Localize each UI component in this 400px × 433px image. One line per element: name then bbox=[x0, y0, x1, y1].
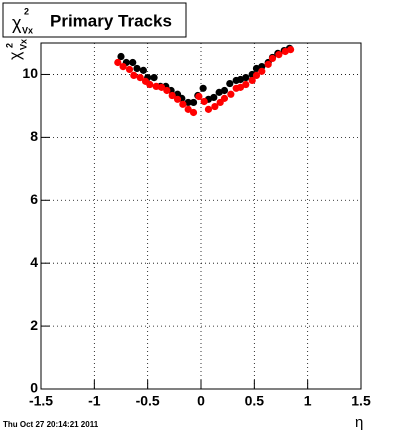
point bbox=[226, 79, 234, 88]
point bbox=[287, 46, 295, 54]
point bbox=[258, 67, 266, 75]
x-label: η bbox=[355, 414, 363, 431]
point bbox=[139, 66, 147, 74]
y-tick-label: 10 bbox=[22, 65, 38, 81]
point bbox=[264, 60, 272, 68]
x-tick-label: -1.5 bbox=[29, 393, 53, 409]
point bbox=[125, 65, 134, 74]
y-tick-label: 8 bbox=[30, 128, 38, 144]
point bbox=[204, 105, 213, 113]
y-label-sub: Vx bbox=[18, 39, 28, 50]
footer: Thu Oct 27 20:14:21 2011 bbox=[3, 420, 99, 429]
point bbox=[136, 74, 144, 82]
point bbox=[242, 74, 250, 82]
y-label-sup: 2 bbox=[4, 43, 14, 48]
point bbox=[242, 80, 250, 89]
title-sup: 2 bbox=[24, 6, 29, 16]
point bbox=[152, 82, 160, 91]
x-tick-label: 0.5 bbox=[245, 393, 265, 409]
point bbox=[157, 83, 166, 91]
point bbox=[275, 51, 283, 59]
point bbox=[168, 91, 176, 100]
point bbox=[163, 86, 171, 95]
title-sub: Vx bbox=[22, 25, 33, 35]
y-tick-label: 4 bbox=[30, 254, 38, 270]
point bbox=[200, 97, 208, 106]
point bbox=[130, 71, 138, 79]
y-tick-label: 6 bbox=[30, 191, 38, 207]
point bbox=[117, 52, 125, 61]
point bbox=[220, 94, 229, 102]
point bbox=[227, 90, 235, 98]
y-label-symbol: χ bbox=[7, 51, 24, 60]
point bbox=[199, 84, 207, 92]
x-tick-label: 0 bbox=[197, 393, 205, 409]
y-tick-label: 0 bbox=[30, 380, 38, 396]
point bbox=[184, 105, 192, 113]
point bbox=[210, 93, 218, 102]
point bbox=[268, 54, 277, 63]
title-box bbox=[2, 2, 187, 38]
point bbox=[129, 58, 137, 67]
point bbox=[189, 98, 198, 107]
point bbox=[114, 58, 122, 67]
point bbox=[179, 100, 187, 108]
x-tick-label: 1 bbox=[304, 393, 312, 409]
point bbox=[195, 92, 203, 101]
point bbox=[146, 80, 154, 89]
point bbox=[248, 76, 256, 85]
point bbox=[252, 71, 261, 79]
chart-title: Primary Tracks bbox=[50, 11, 172, 30]
x-tick-label: -0.5 bbox=[136, 393, 160, 409]
title-symbol: χ bbox=[12, 13, 22, 33]
point bbox=[236, 83, 245, 91]
point bbox=[220, 86, 229, 95]
x-tick-label: 1.5 bbox=[351, 393, 371, 409]
point bbox=[173, 95, 182, 103]
y-tick-label: 2 bbox=[30, 317, 38, 333]
point bbox=[189, 108, 198, 117]
point bbox=[133, 64, 141, 73]
point bbox=[150, 74, 158, 82]
point bbox=[211, 102, 219, 111]
point bbox=[119, 62, 127, 71]
x-tick-label: -1 bbox=[88, 393, 101, 409]
